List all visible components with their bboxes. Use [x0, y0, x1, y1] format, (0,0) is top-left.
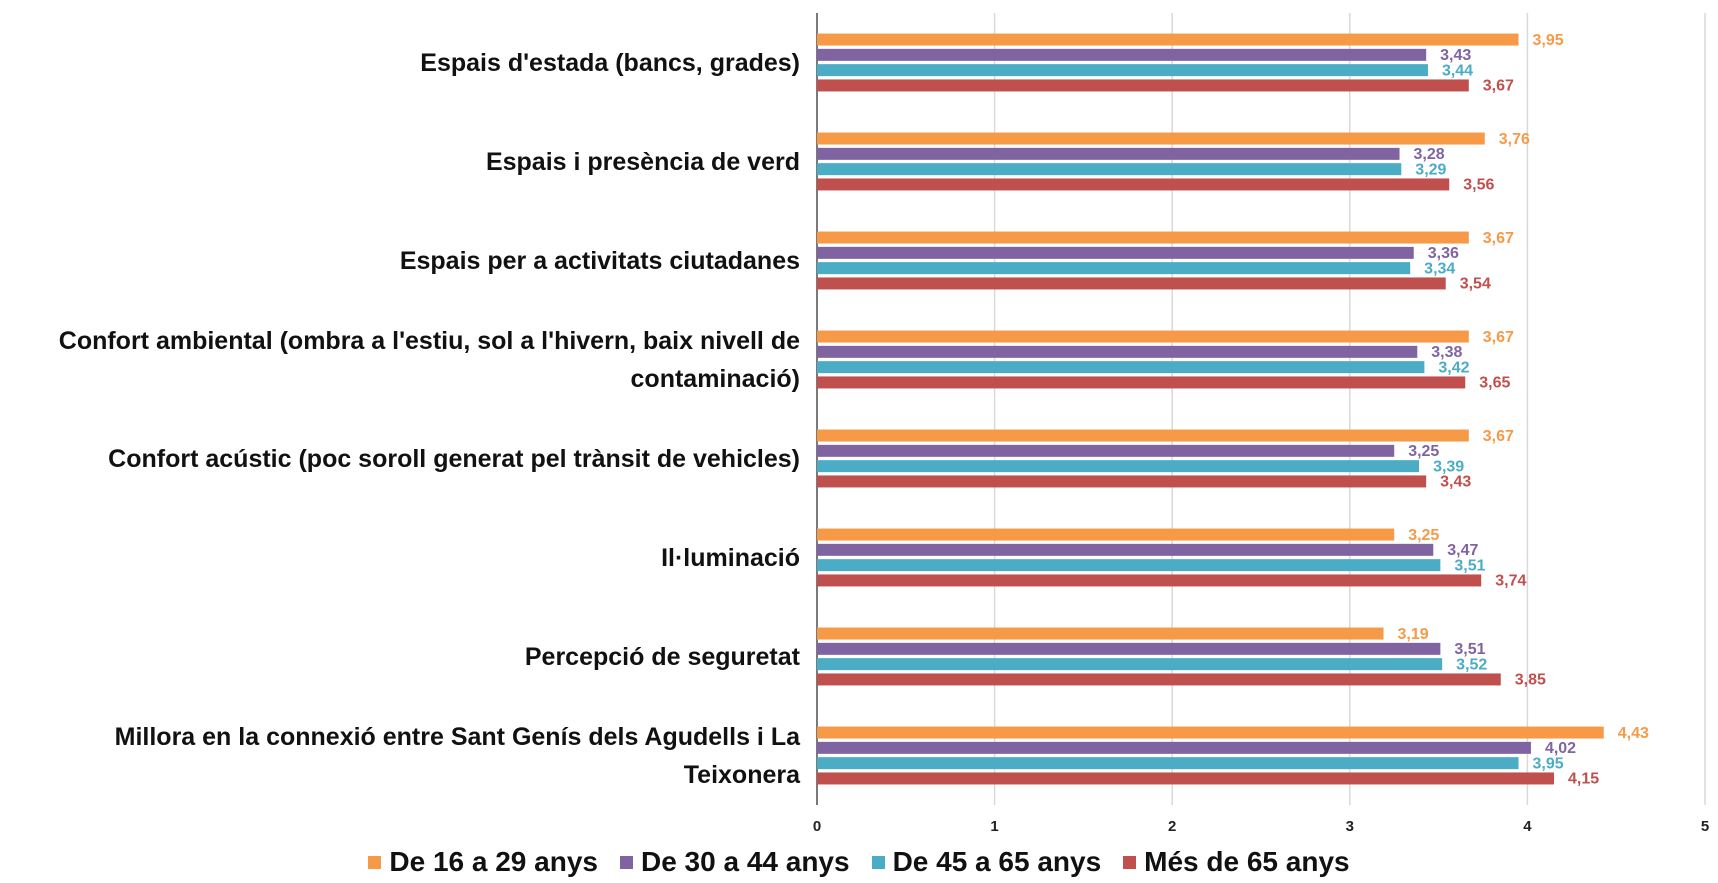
bar — [817, 345, 1418, 358]
category-label: Espais d'estada (bancs, grades) — [420, 48, 800, 77]
x-tick-label: 0 — [813, 818, 821, 835]
bar — [817, 757, 1519, 770]
bar — [817, 444, 1395, 457]
bar — [817, 528, 1395, 541]
bar — [817, 376, 1466, 389]
data-label: 3,52 — [1456, 656, 1487, 673]
data-label: 4,15 — [1568, 771, 1599, 788]
data-label: 3,43 — [1440, 47, 1471, 64]
data-label: 3,28 — [1414, 146, 1445, 163]
data-label: 3,34 — [1424, 260, 1455, 277]
x-tick-label: 2 — [1168, 818, 1176, 835]
data-label: 3,67 — [1483, 230, 1514, 247]
bar — [817, 673, 1501, 686]
bar — [817, 429, 1469, 442]
bar — [817, 277, 1446, 290]
legend: De 16 a 29 anys De 30 a 44 anys De 45 a 65… — [0, 846, 1718, 878]
data-label: 4,02 — [1545, 740, 1576, 757]
data-label: 3,47 — [1447, 542, 1478, 559]
bar — [817, 64, 1428, 77]
bar — [817, 147, 1400, 160]
data-label: 3,54 — [1460, 276, 1491, 293]
category-label: Espais per a activitats ciutadanes — [399, 246, 800, 275]
x-tick-label: 3 — [1346, 818, 1354, 835]
bar — [817, 642, 1441, 655]
bar — [817, 163, 1402, 176]
data-label: 3,95 — [1533, 755, 1564, 772]
bar — [817, 627, 1384, 640]
bar — [817, 460, 1420, 473]
data-label: 3,19 — [1398, 626, 1429, 643]
category-label: Confort ambiental (ombra a l'estiu, sol … — [58, 326, 800, 393]
data-label: 3,51 — [1454, 557, 1485, 574]
data-label: 3,36 — [1428, 245, 1459, 262]
legend-label: De 45 a 65 anys — [892, 846, 1102, 877]
data-label: 3,95 — [1533, 32, 1564, 49]
category-label: Millora en la connexió entre Sant Genís … — [114, 722, 800, 789]
legend-label: De 30 a 44 anys — [640, 846, 850, 877]
legend-swatch — [871, 855, 885, 869]
category-label: Confort acústic (poc soroll generat pel … — [108, 444, 800, 473]
category-label: Percepció de seguretat — [524, 642, 800, 671]
legend-item: De 45 a 65 anys — [871, 846, 1102, 878]
data-label: 3,67 — [1483, 428, 1514, 445]
data-label: 3,67 — [1483, 78, 1514, 95]
bar — [817, 741, 1531, 754]
data-label: 3,85 — [1515, 672, 1546, 689]
x-tick-label: 4 — [1523, 818, 1532, 835]
data-label: 3,51 — [1454, 641, 1485, 658]
data-label: 3,29 — [1415, 161, 1446, 178]
data-label: 3,43 — [1440, 474, 1471, 491]
legend-label: Més de 65 anys — [1144, 846, 1350, 877]
bar — [817, 79, 1469, 92]
legend-item: De 16 a 29 anys — [368, 846, 598, 878]
legend-label: De 16 a 29 anys — [389, 846, 598, 877]
bar — [817, 559, 1441, 572]
data-label: 3,56 — [1463, 177, 1494, 194]
bar — [817, 178, 1450, 191]
x-tick-label: 1 — [990, 818, 998, 835]
category-label: Espais i presència de verd — [485, 147, 800, 176]
legend-swatch — [1123, 855, 1137, 869]
data-label: 3,42 — [1438, 359, 1469, 376]
bar — [817, 330, 1469, 343]
data-label: 3,38 — [1431, 344, 1462, 361]
bar — [817, 48, 1427, 61]
bar — [817, 246, 1414, 259]
data-label: 3,39 — [1433, 458, 1464, 475]
data-label: 4,43 — [1618, 725, 1649, 742]
bar — [817, 543, 1434, 556]
bar — [817, 574, 1482, 587]
legend-swatch — [619, 855, 633, 869]
data-label: 3,44 — [1442, 62, 1473, 79]
data-label: 3,74 — [1495, 573, 1526, 590]
data-label: 3,65 — [1479, 375, 1510, 392]
data-label: 3,76 — [1499, 131, 1530, 148]
legend-item: Més de 65 anys — [1123, 846, 1350, 878]
bar — [817, 726, 1604, 739]
legend-item: De 30 a 44 anys — [619, 846, 850, 878]
legend-swatch — [368, 855, 382, 869]
bar — [817, 33, 1519, 46]
bar — [817, 658, 1443, 671]
bar — [817, 361, 1425, 374]
data-label: 3,25 — [1408, 443, 1439, 460]
category-label: Il·luminació — [661, 543, 800, 572]
bar — [817, 262, 1411, 275]
bar — [817, 132, 1485, 145]
bar — [817, 231, 1469, 244]
bar — [817, 475, 1427, 488]
data-label: 3,67 — [1483, 329, 1514, 346]
data-label: 3,25 — [1408, 527, 1439, 544]
bar — [817, 772, 1555, 785]
x-tick-label: 5 — [1701, 818, 1709, 835]
